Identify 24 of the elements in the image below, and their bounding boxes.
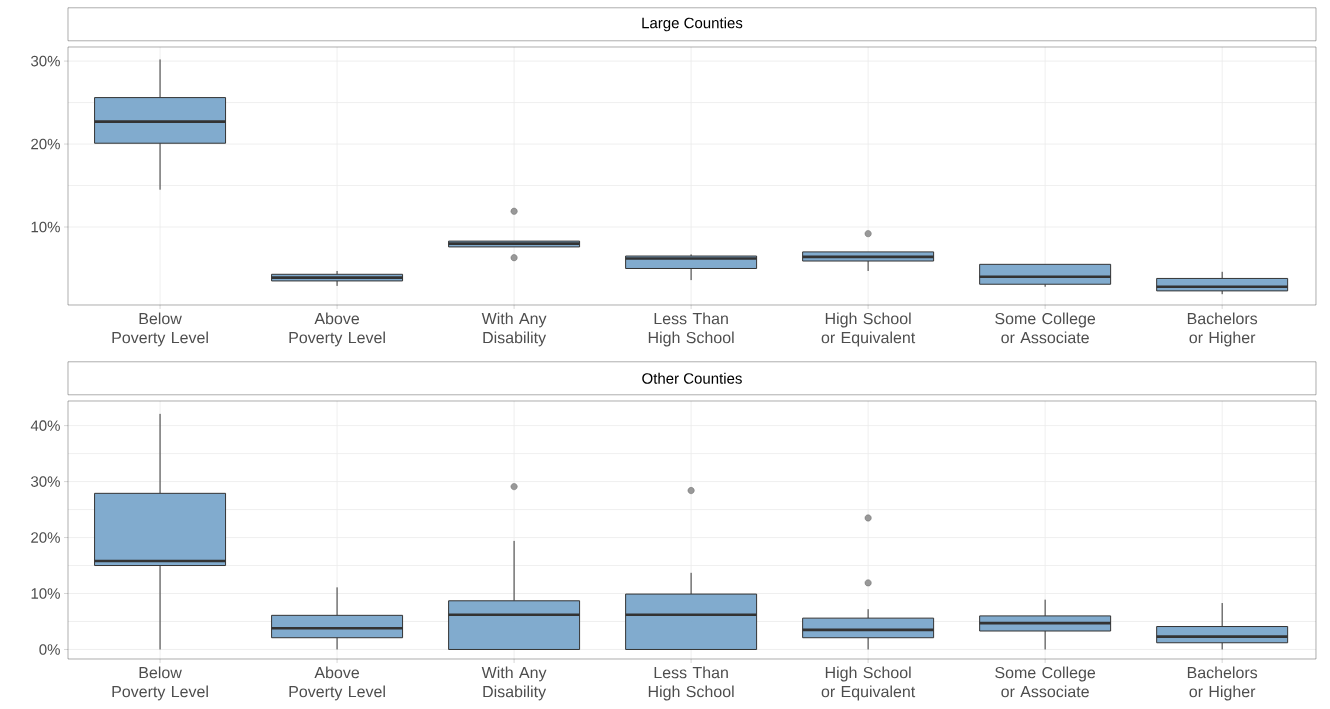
x-tick-label: With Any Disability — [481, 666, 547, 701]
y-tick-label: 30% — [31, 55, 60, 67]
x-tick-label: Below Poverty Level — [112, 666, 208, 701]
x-tick-label: Bachelors or Higher — [1187, 666, 1258, 701]
y-tick-label: 0% — [39, 644, 60, 655]
x-tick-label: High School or Equivalent — [821, 666, 916, 701]
x-tick-label: With Any Disability — [481, 312, 547, 347]
y-tick-label: 40% — [30, 420, 60, 431]
chart-title: Large Counties — [642, 17, 743, 32]
chart-title: Other Counties — [642, 372, 742, 384]
x-tick-label: Bachelors or Higher — [1187, 312, 1258, 347]
y-tick-label: 20% — [31, 138, 60, 150]
x-tick-label: Above Poverty Level — [289, 312, 385, 347]
y-tick-label: 30% — [31, 476, 60, 487]
x-tick-label: Less Than High School — [648, 312, 734, 347]
y-tick-label: 20% — [31, 532, 60, 543]
x-tick-label: Above Poverty Level — [289, 666, 385, 701]
x-tick-label: Some College or Associate — [995, 666, 1096, 698]
x-tick-label: Less Than High School — [648, 666, 734, 701]
x-tick-label: High School or Equivalent — [821, 312, 916, 347]
y-tick-label: 10% — [31, 588, 60, 599]
x-tick-label: Below Poverty Level — [112, 312, 208, 347]
y-tick-label: 10% — [31, 221, 60, 233]
x-tick-label: Some College or Associate — [995, 312, 1096, 344]
